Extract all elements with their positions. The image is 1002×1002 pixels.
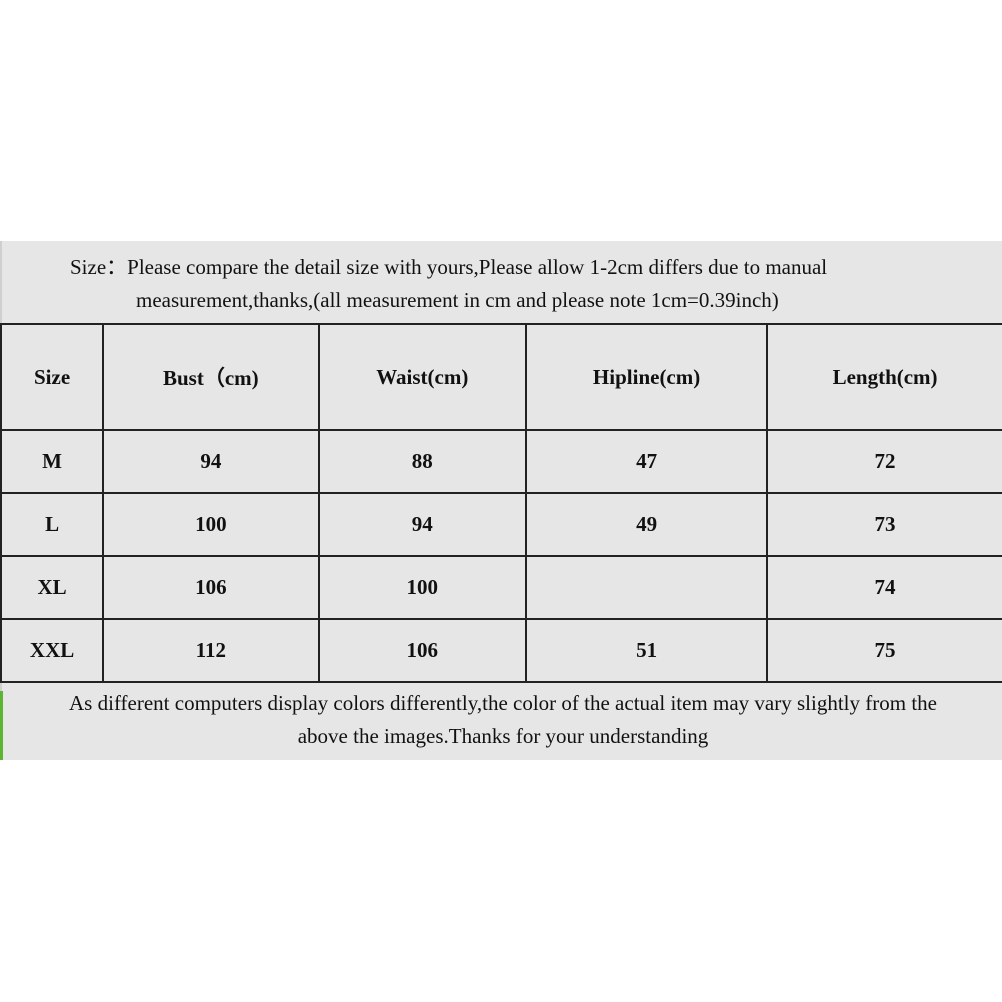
- table-row: M 94 88 47 72: [0, 429, 1002, 494]
- size-note-line-1: Size：Please compare the detail size with…: [70, 255, 828, 279]
- size-chart-panel: Size：Please compare the detail size with…: [0, 241, 1002, 760]
- table-row: L 100 94 49 73: [0, 492, 1002, 557]
- disclaimer-line-2: above the images.Thanks for your underst…: [297, 724, 709, 748]
- table-header-row: Size Bust（cm) Waist(cm) Hipline(cm) Leng…: [0, 323, 1002, 431]
- disclaimer-line-1: As different computers display colors di…: [69, 691, 937, 715]
- table-row: XXL 112 106 51 75: [0, 618, 1002, 683]
- cell-waist: 106: [317, 618, 528, 683]
- cell-hipline: 47: [525, 429, 769, 494]
- cell-bust: 112: [102, 618, 320, 683]
- cell-hipline: 51: [525, 618, 769, 683]
- size-note-line-2: measurement,thanks,(all measurement in c…: [136, 288, 779, 312]
- cell-size: XL: [0, 555, 105, 620]
- header-hipline: Hipline(cm): [525, 323, 769, 431]
- cell-waist: 100: [317, 555, 528, 620]
- cell-length: 72: [766, 429, 1002, 494]
- cell-hipline: 49: [525, 492, 769, 557]
- size-table: Size Bust（cm) Waist(cm) Hipline(cm) Leng…: [0, 323, 1002, 683]
- header-size: Size: [0, 323, 105, 431]
- cell-bust: 106: [102, 555, 320, 620]
- header-length: Length(cm): [766, 323, 1002, 431]
- cell-bust: 100: [102, 492, 320, 557]
- cell-waist: 88: [317, 429, 528, 494]
- cell-length: 74: [766, 555, 1002, 620]
- cell-waist: 94: [317, 492, 528, 557]
- cell-size: L: [0, 492, 105, 557]
- green-edge-accent: [0, 691, 3, 760]
- color-disclaimer: As different computers display colors di…: [2, 687, 1002, 760]
- cell-length: 73: [766, 492, 1002, 557]
- cell-hipline: [525, 555, 769, 620]
- cell-length: 75: [766, 618, 1002, 683]
- header-waist: Waist(cm): [317, 323, 528, 431]
- size-note: Size：Please compare the detail size with…: [2, 241, 1002, 323]
- table-row: XL 106 100 74: [0, 555, 1002, 620]
- cell-size: XXL: [0, 618, 105, 683]
- cell-bust: 94: [102, 429, 320, 494]
- header-bust: Bust（cm): [102, 323, 320, 431]
- cell-size: M: [0, 429, 105, 494]
